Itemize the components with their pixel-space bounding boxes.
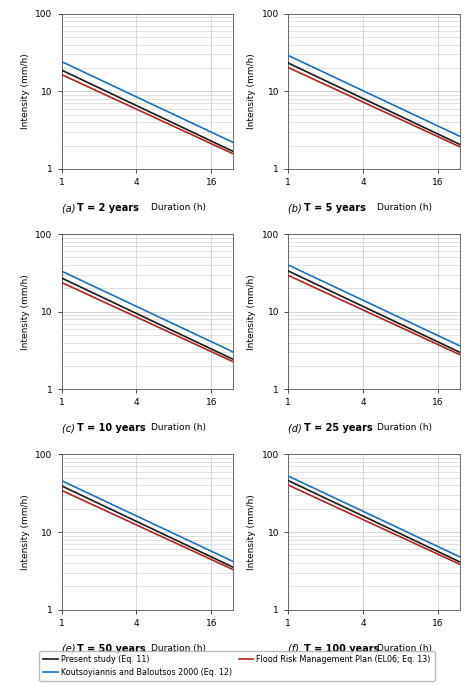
Text: T = 10 years: T = 10 years — [77, 423, 146, 434]
Text: (b): (b) — [288, 203, 305, 213]
Y-axis label: Intensity (mm/h): Intensity (mm/h) — [21, 274, 30, 349]
Text: Duration (h): Duration (h) — [151, 203, 206, 212]
Y-axis label: Intensity (mm/h): Intensity (mm/h) — [247, 494, 256, 570]
Text: (c): (c) — [62, 423, 78, 434]
Text: (f): (f) — [288, 644, 302, 653]
Text: Duration (h): Duration (h) — [377, 423, 432, 432]
Y-axis label: Intensity (mm/h): Intensity (mm/h) — [21, 494, 30, 570]
Text: Duration (h): Duration (h) — [377, 203, 432, 212]
Text: T = 5 years: T = 5 years — [304, 203, 365, 213]
Text: (e): (e) — [62, 644, 78, 653]
Text: (a): (a) — [62, 203, 78, 213]
Text: Duration (h): Duration (h) — [377, 644, 432, 653]
Y-axis label: Intensity (mm/h): Intensity (mm/h) — [247, 53, 256, 129]
Text: (d): (d) — [288, 423, 305, 434]
Text: T = 100 years: T = 100 years — [304, 644, 379, 653]
Text: Duration (h): Duration (h) — [151, 423, 206, 432]
Text: Duration (h): Duration (h) — [151, 644, 206, 653]
Legend: Present study (Eq. 11), Koutsoyiannis and Baloutsos 2000 (Eq. 12), Flood Risk Ma: Present study (Eq. 11), Koutsoyiannis an… — [39, 651, 435, 681]
Text: T = 50 years: T = 50 years — [77, 644, 146, 653]
Y-axis label: Intensity (mm/h): Intensity (mm/h) — [21, 53, 30, 129]
Y-axis label: Intensity (mm/h): Intensity (mm/h) — [247, 274, 256, 349]
Text: T = 25 years: T = 25 years — [304, 423, 372, 434]
Text: T = 2 years: T = 2 years — [77, 203, 139, 213]
